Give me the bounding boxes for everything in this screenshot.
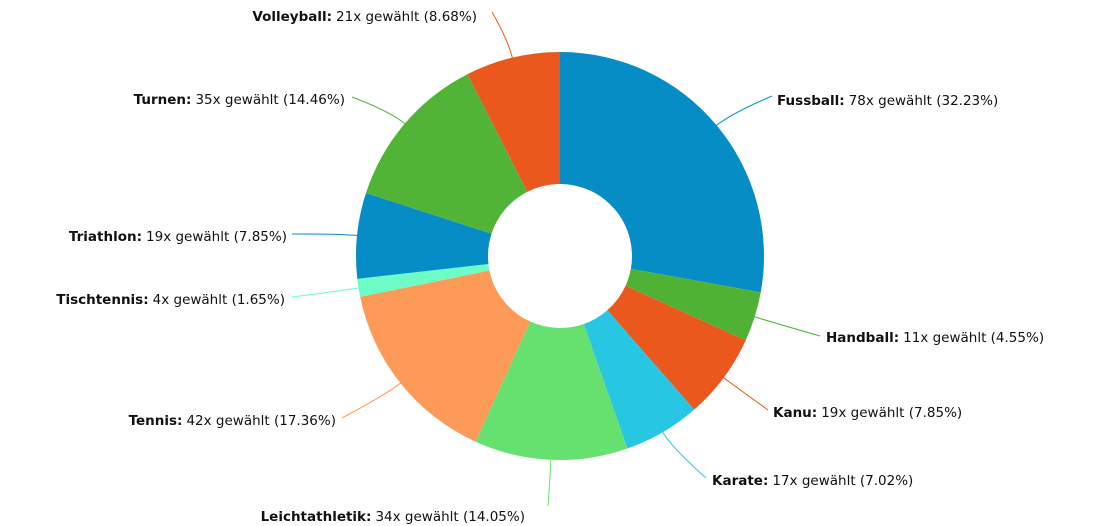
leader-line [721, 376, 769, 411]
slice-name: Tennis [129, 413, 183, 429]
slice-label: Handball11x gewählt (4.55%) [826, 330, 1044, 346]
slice-name: Karate [712, 473, 768, 489]
leader-line [661, 430, 707, 479]
slice-name: Fussball [777, 93, 845, 109]
leader-line [752, 315, 821, 337]
slice-label: Tennis42x gewählt (17.36%) [129, 413, 336, 429]
donut-slice [360, 270, 531, 442]
slice-label: Fussball78x gewählt (32.23%) [777, 93, 998, 109]
slice-value: 17x gewählt (7.02%) [772, 473, 914, 489]
slice-value: 19x gewählt (7.85%) [821, 405, 963, 421]
slice-name: Leichtathletik [261, 509, 372, 525]
donut-slice [357, 264, 490, 297]
slice-value: 4x gewählt (1.65%) [152, 292, 285, 308]
slice-label: Leichtathletik34x gewählt (14.05%) [261, 509, 525, 525]
donut-slice [607, 285, 746, 410]
leader-line [291, 287, 361, 298]
donut-slice [467, 52, 560, 192]
donut-slice [356, 192, 492, 279]
slice-value: 19x gewählt (7.85%) [146, 229, 287, 245]
slice-label: Triathlon19x gewählt (7.85%) [69, 229, 287, 245]
slice-label: Kanu19x gewählt (7.85%) [773, 405, 962, 421]
slice-label: Karate17x gewählt (7.02%) [712, 473, 913, 489]
slice-name: Handball [826, 330, 899, 346]
leader-line [491, 11, 514, 60]
donut-slice [583, 310, 695, 449]
slice-value: 11x gewählt (4.55%) [903, 330, 1045, 346]
slice-label: Turnen35x gewählt (14.46%) [134, 92, 345, 108]
slice-value: 34x gewählt (14.05%) [375, 509, 525, 525]
leader-line [351, 96, 407, 126]
slice-value: 35x gewählt (14.46%) [195, 92, 345, 108]
slice-value: 21x gewählt (8.68%) [336, 9, 477, 25]
slice-name: Turnen [134, 92, 192, 108]
leader-line [341, 381, 403, 419]
donut-slice [560, 52, 764, 293]
slice-name: Triathlon [69, 229, 142, 245]
slice-value: 78x gewählt (32.23%) [848, 93, 999, 109]
slice-name: Kanu [773, 405, 817, 421]
leader-line [714, 95, 773, 127]
slice-value: 42x gewählt (17.36%) [186, 413, 336, 429]
slice-label: Tischtennis4x gewählt (1.65%) [56, 292, 285, 308]
slice-name: Volleyball [252, 9, 332, 25]
donut-slice [365, 74, 528, 234]
leader-line [547, 457, 552, 507]
donut-slice [625, 268, 761, 341]
slice-label: Volleyball21x gewählt (8.68%) [252, 9, 477, 25]
leader-line [291, 233, 360, 237]
slice-name: Tischtennis [56, 292, 148, 308]
donut-slice [475, 321, 628, 461]
